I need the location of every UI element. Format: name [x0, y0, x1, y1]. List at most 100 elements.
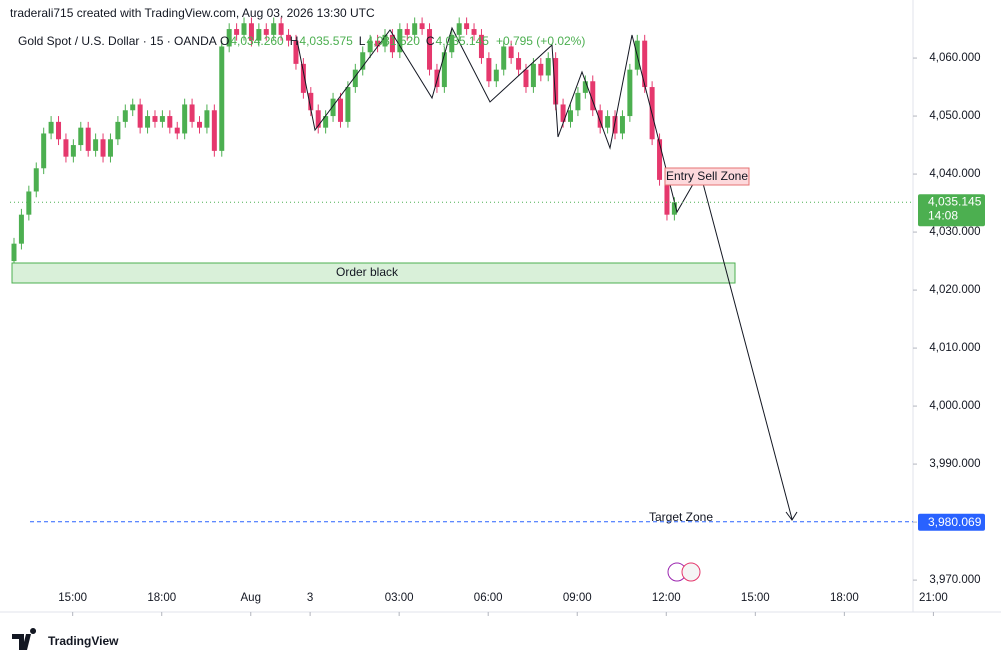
candle-body [226, 29, 232, 47]
candle-body [478, 34, 484, 59]
candle-body [137, 104, 143, 128]
candle-body [486, 58, 492, 82]
candle-body [286, 34, 292, 41]
candle-body [219, 46, 225, 151]
candle-body [412, 23, 418, 35]
candle-body [48, 121, 54, 134]
candle-body [419, 23, 425, 30]
candle-body [427, 29, 433, 70]
target-tag [918, 513, 985, 531]
x-tick-label: 18:00 [830, 592, 859, 604]
candle-body [115, 121, 121, 140]
candle-body [278, 23, 284, 35]
symbol: Gold Spot / U.S. Dollar · 15 · OANDA [18, 34, 217, 48]
credit: traderali715 created with TradingView.co… [10, 6, 375, 20]
candle-body [516, 58, 522, 70]
candle-body [100, 139, 106, 157]
candle-body [33, 168, 39, 192]
candle-body [300, 63, 306, 93]
candle-body [182, 104, 188, 134]
candle-body [159, 116, 165, 122]
candle-body [152, 116, 158, 122]
readout-value: 4,035.575 [299, 34, 353, 48]
candle-body [167, 116, 173, 128]
candle-body [271, 23, 277, 35]
x-tick-label: 15:00 [741, 592, 770, 604]
candle-body [360, 52, 366, 70]
candle-body [18, 214, 24, 244]
candle-body [397, 29, 403, 53]
candle-body [70, 145, 76, 157]
candle-body [471, 29, 477, 35]
candle-body [382, 34, 388, 47]
y-tick-label: 4,010.000 [929, 342, 980, 354]
candle-body [501, 46, 507, 70]
candle-body [122, 110, 128, 122]
candle-body [627, 69, 633, 117]
candle-body [575, 92, 581, 111]
readout-key: O [220, 34, 229, 48]
candle-body [197, 121, 202, 128]
candle-body [174, 127, 180, 134]
x-tick-label: 21:00 [919, 592, 948, 604]
candle-body [434, 69, 440, 88]
y-tick-label: 4,000.000 [929, 400, 980, 412]
candle-body [568, 110, 573, 122]
x-tick-label: 09:00 [563, 592, 592, 604]
x-tick-label: Aug [241, 592, 261, 604]
x-tick-label: 15:00 [58, 592, 87, 604]
candle-body [449, 34, 455, 53]
candle-body [456, 23, 462, 35]
candle-body [26, 191, 32, 215]
candle-body [323, 116, 329, 128]
candle-body [293, 40, 299, 64]
x-tick-label: 12:00 [652, 592, 681, 604]
x-tick-label: 03:00 [385, 592, 414, 604]
readout-key: C [426, 34, 435, 48]
candle-body [508, 46, 514, 59]
candle-body [657, 139, 663, 180]
order-block-zone [11, 262, 736, 284]
y-tick-label: 4,020.000 [929, 284, 980, 296]
candle-body [234, 29, 240, 35]
candle-body [582, 81, 588, 93]
last-price-tag [918, 194, 985, 227]
candle-body [671, 202, 677, 215]
readout-key: H [290, 34, 299, 48]
candle-body [493, 69, 499, 82]
candle-body [590, 81, 596, 111]
last-price-label: 4,035.145 [928, 194, 982, 208]
candle-body [93, 139, 99, 151]
y-tick-label: 4,060.000 [929, 52, 980, 64]
x-tick-label: 18:00 [147, 592, 176, 604]
logo: TradingView [12, 628, 119, 650]
candle-body [256, 29, 262, 41]
candle-body [330, 98, 336, 117]
countdown: 14:08 [928, 208, 958, 222]
candle-body [130, 104, 136, 111]
candle-body [619, 116, 625, 134]
ohlc-readout: O 4,034.260 H 4,035.575 L 4,031.520 C 4,035.145… [220, 34, 585, 48]
logo-text: TradingView [48, 634, 119, 648]
candle-body [315, 110, 321, 128]
candle-body [389, 34, 395, 53]
event-icon[interactable] [681, 562, 701, 582]
candle-body [538, 63, 544, 76]
y-tick-label: 3,990.000 [929, 458, 980, 470]
plot [11, 17, 677, 267]
candle-body [560, 104, 566, 122]
candle-body [345, 87, 351, 122]
candle-body [605, 116, 611, 128]
candle-body [56, 121, 62, 140]
x-tick-label: 06:00 [474, 592, 503, 604]
candle-body [241, 23, 247, 35]
candle-body [441, 52, 447, 88]
candle-body [11, 243, 17, 262]
candle-body [352, 69, 358, 88]
readout-key: L [359, 34, 366, 48]
candle-body [78, 127, 84, 146]
readout-value: 4,031.520 [366, 34, 420, 48]
candle-body [308, 92, 314, 111]
readout-value: 4,034.260 [230, 34, 284, 48]
